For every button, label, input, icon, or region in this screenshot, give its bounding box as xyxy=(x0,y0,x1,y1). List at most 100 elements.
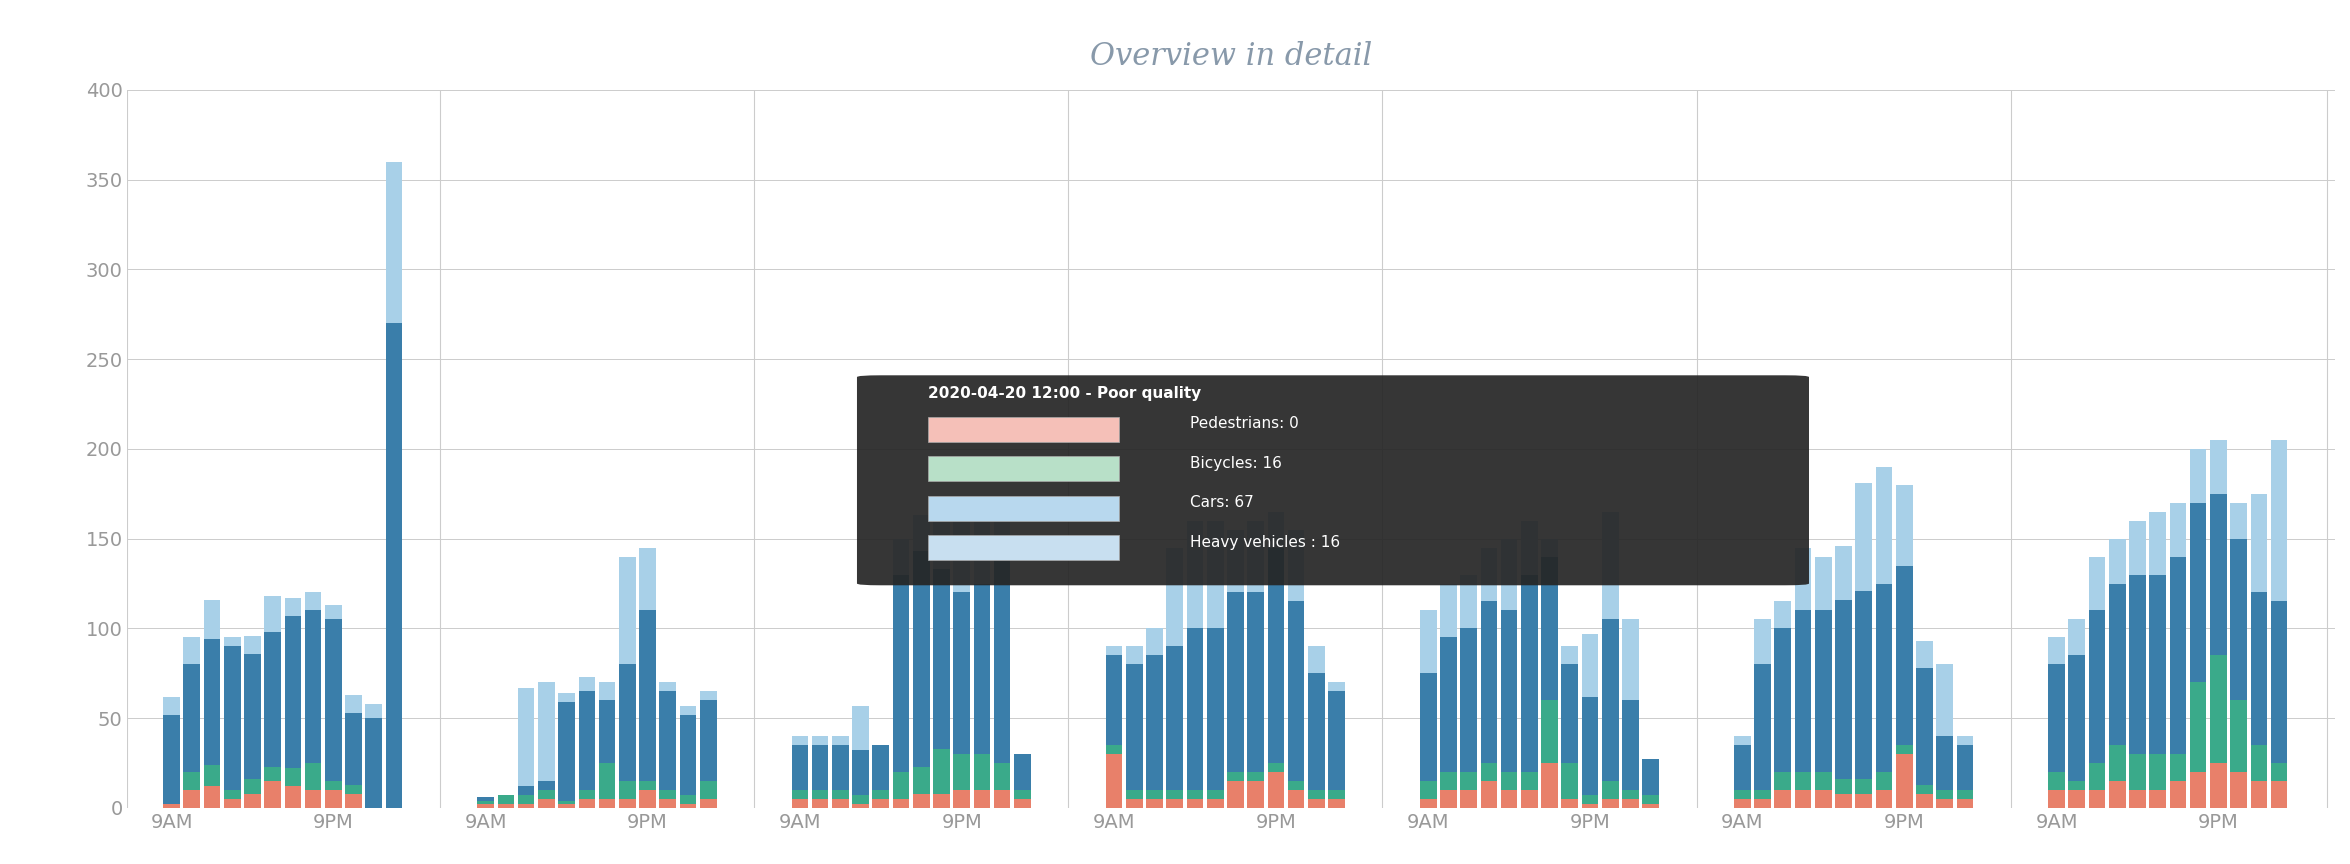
Bar xyxy=(1621,790,1638,799)
Bar xyxy=(1814,772,1831,790)
Bar xyxy=(1603,799,1619,808)
Bar xyxy=(811,745,830,790)
Bar xyxy=(2068,619,2084,655)
Bar xyxy=(853,804,870,808)
Bar xyxy=(1582,696,1598,795)
Bar xyxy=(2230,538,2247,700)
Bar xyxy=(1542,538,1558,556)
Bar xyxy=(1309,673,1325,790)
Bar xyxy=(660,799,677,808)
Bar xyxy=(385,162,402,323)
Bar xyxy=(1288,781,1304,790)
Bar xyxy=(1147,655,1163,790)
Bar xyxy=(578,790,595,799)
Bar xyxy=(912,551,931,766)
Bar xyxy=(679,715,696,795)
Bar xyxy=(1774,601,1791,628)
Bar xyxy=(1795,790,1812,808)
Bar xyxy=(933,793,949,808)
Bar xyxy=(700,781,717,799)
Bar xyxy=(204,639,221,765)
Bar xyxy=(1643,759,1659,795)
Bar xyxy=(1441,638,1457,772)
Bar xyxy=(385,323,402,808)
Bar xyxy=(1419,673,1436,781)
Bar xyxy=(1288,790,1304,808)
Bar xyxy=(1015,790,1032,799)
Bar xyxy=(223,790,240,799)
Bar xyxy=(599,799,616,808)
Bar xyxy=(1459,790,1478,808)
Bar xyxy=(162,715,181,804)
Bar xyxy=(832,736,848,745)
Bar xyxy=(2251,593,2268,745)
Bar xyxy=(2108,583,2124,745)
Bar xyxy=(679,706,696,715)
Bar xyxy=(912,793,931,808)
Bar xyxy=(1753,790,1772,799)
Bar xyxy=(618,799,635,808)
Bar xyxy=(1419,781,1436,799)
Bar xyxy=(162,696,181,715)
Bar xyxy=(792,736,808,745)
Bar xyxy=(2108,745,2124,781)
Bar xyxy=(1520,790,1537,808)
Bar xyxy=(324,619,341,781)
Bar xyxy=(1936,736,1953,790)
Bar xyxy=(2190,772,2207,808)
Bar xyxy=(933,748,949,793)
Bar xyxy=(183,772,200,790)
Bar xyxy=(599,763,616,799)
Bar xyxy=(1459,628,1478,772)
Bar xyxy=(928,416,1119,442)
Bar xyxy=(2068,781,2084,790)
Bar xyxy=(1015,799,1032,808)
Bar xyxy=(1166,646,1182,790)
Bar xyxy=(559,801,576,804)
Bar xyxy=(1560,763,1579,799)
Bar xyxy=(792,745,808,790)
Bar xyxy=(578,691,595,790)
Bar xyxy=(1753,799,1772,808)
Bar xyxy=(2190,683,2207,772)
Bar xyxy=(498,804,515,808)
Bar xyxy=(2089,763,2106,790)
Bar xyxy=(1288,601,1304,781)
Bar xyxy=(1753,619,1772,664)
Bar xyxy=(367,704,383,718)
Bar xyxy=(1621,619,1638,700)
Bar xyxy=(973,583,989,754)
Bar xyxy=(1875,583,1892,772)
Bar xyxy=(1441,790,1457,808)
Bar xyxy=(1643,804,1659,808)
Bar xyxy=(994,548,1010,763)
Bar xyxy=(1621,700,1638,790)
Bar xyxy=(1126,790,1142,799)
Bar xyxy=(1187,790,1203,799)
Bar xyxy=(1107,754,1123,808)
Bar xyxy=(538,799,555,808)
Bar xyxy=(538,781,555,790)
Bar xyxy=(679,795,696,804)
Bar xyxy=(973,754,989,790)
Bar xyxy=(1328,790,1344,799)
Bar xyxy=(284,616,301,768)
Bar xyxy=(1875,467,1892,583)
Bar xyxy=(1603,511,1619,619)
Bar xyxy=(994,790,1010,808)
Bar xyxy=(2068,655,2084,781)
Bar xyxy=(1015,754,1032,790)
Bar xyxy=(1208,790,1224,799)
Bar xyxy=(700,799,717,808)
Bar xyxy=(2190,449,2207,503)
Bar xyxy=(324,790,341,808)
Bar xyxy=(324,781,341,790)
Bar xyxy=(1814,611,1831,772)
Bar xyxy=(1795,611,1812,772)
Bar xyxy=(599,683,616,700)
Bar xyxy=(2108,781,2124,808)
Bar xyxy=(2089,556,2106,611)
Bar xyxy=(1208,799,1224,808)
Bar xyxy=(2169,503,2186,556)
Bar xyxy=(1227,772,1243,781)
